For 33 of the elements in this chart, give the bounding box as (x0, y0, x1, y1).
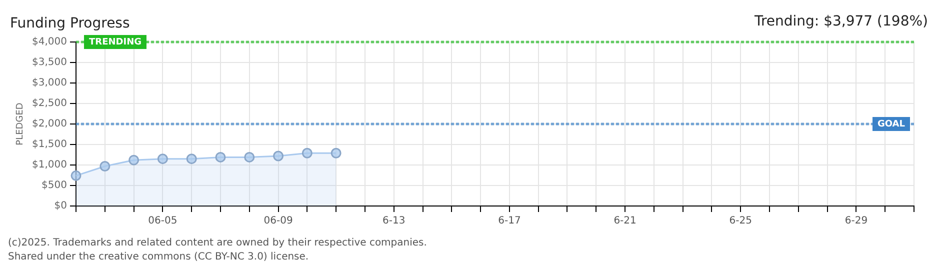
y-tick-label: $0 (54, 200, 67, 212)
point (273, 150, 284, 162)
x-tick-label: 6-13 (382, 216, 406, 227)
point (157, 154, 168, 164)
y-tick-label: $2,000 (32, 118, 67, 130)
text: (c)2025. Trademarks and related content are owned by their respective companies. (8, 238, 427, 249)
ref-line-label: GOAL (878, 119, 906, 130)
point (330, 148, 342, 158)
y-tick-label: $4,000 (32, 36, 67, 48)
x-tick-label: 6-25 (729, 216, 752, 227)
point (302, 148, 312, 158)
text: Shared under the creative commons (CC BY-NC 3.0) license. (8, 252, 309, 263)
y-tick-label: $3,500 (32, 57, 67, 68)
point (100, 160, 110, 172)
x-tick-label: 6-29 (844, 216, 868, 227)
y-tick-label: $1,000 (32, 160, 67, 171)
chart-title: Funding Progress (10, 16, 130, 32)
y-axis-title: PLEDGED (15, 102, 26, 146)
point (186, 154, 197, 164)
text: Trending: $3,977 (198%) (753, 14, 928, 30)
point (128, 154, 140, 166)
y-tick-label: $3,000 (32, 78, 67, 89)
x-tick-label: 6-17 (498, 216, 521, 227)
y-tick-label: $500 (42, 180, 67, 192)
x-tick-label: 6-21 (614, 216, 636, 227)
x-tick-label: 06-05 (148, 216, 178, 227)
point (244, 152, 255, 162)
x-tick-label: 06-09 (264, 216, 293, 227)
y-tick-label: $1,500 (32, 139, 67, 150)
ref-line-label: TRENDING (89, 37, 142, 48)
y-tick-label: $2,500 (32, 98, 67, 110)
point (215, 152, 226, 162)
point (70, 170, 82, 181)
